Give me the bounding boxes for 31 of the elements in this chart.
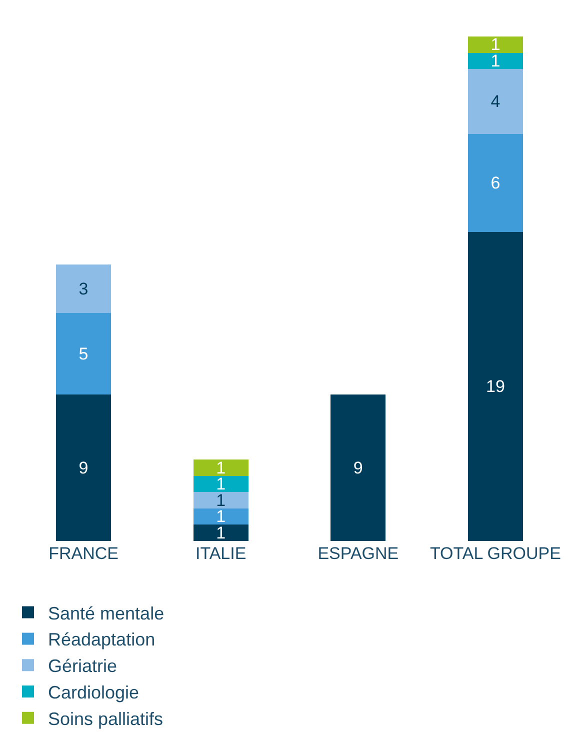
bar [193, 492, 248, 508]
legend-label: Soins palliatifs [48, 708, 164, 729]
legend-label: Santé mentale [48, 603, 164, 624]
bar [56, 264, 111, 314]
x-tick-label: ESPAGNE [318, 544, 399, 563]
bar [468, 69, 523, 134]
bar [56, 313, 111, 395]
legend-label: Cardiologie [48, 682, 140, 703]
legend-label: Gériatrie [48, 656, 118, 676]
data-label: 5 [78, 344, 88, 364]
bar [193, 508, 248, 525]
data-label: 19 [486, 376, 505, 396]
data-label: 1 [216, 458, 226, 478]
bar [56, 394, 111, 541]
bar [330, 394, 386, 541]
data-label: 3 [78, 279, 88, 298]
bar [193, 524, 248, 541]
legend-label: Réadaptation [48, 630, 156, 650]
bar [468, 134, 523, 232]
bar [193, 476, 248, 492]
bar [468, 52, 523, 70]
data-label: 6 [490, 174, 500, 193]
data-label: 4 [490, 92, 500, 112]
bar [193, 460, 248, 476]
data-label: 9 [78, 458, 88, 478]
bar [468, 36, 523, 53]
bar [468, 232, 523, 541]
x-tick-label: ITALIE [195, 544, 246, 563]
x-tick-label: FRANCE [48, 544, 118, 563]
data-label: 9 [353, 458, 363, 478]
x-tick-label: TOTAL GROUPE [430, 544, 561, 563]
